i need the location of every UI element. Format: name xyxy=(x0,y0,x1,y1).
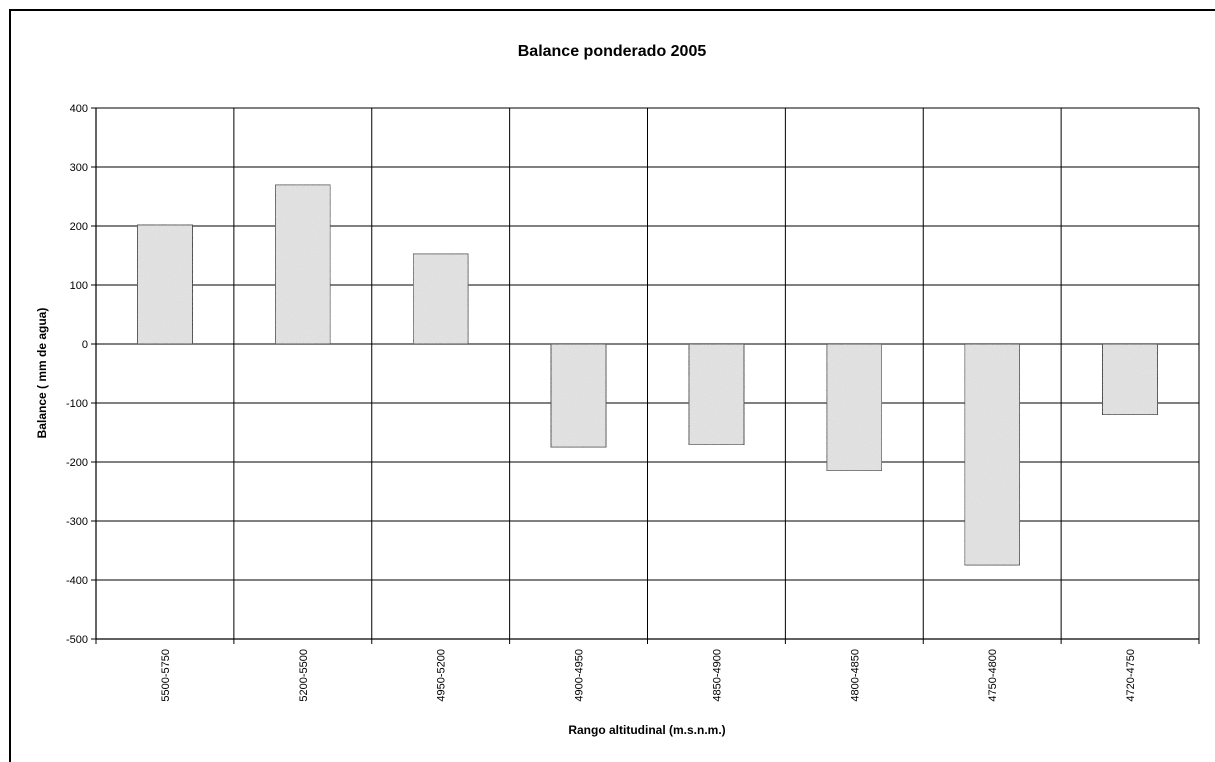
y-tick-label: 100 xyxy=(70,280,88,292)
x-tick-labels: 5500-5750 5200-5500 4950-5200 4900-4950 4850… xyxy=(160,649,1137,702)
x-axis-title: Rango altitudinal (m.s.n.m.) xyxy=(568,723,725,737)
y-tick-label: -400 xyxy=(66,575,88,587)
bar-4720-4750 xyxy=(1101,343,1159,416)
chart-frame xyxy=(9,9,1215,762)
y-tick-label: 300 xyxy=(70,162,88,174)
bars xyxy=(136,184,1159,566)
bar-4950-5200 xyxy=(412,253,469,345)
x-tick-label: 4750-4800 xyxy=(987,649,999,702)
y-tick-labels: 400 300 200 100 0 -100 -200 -300 -400 -500 xyxy=(66,103,88,646)
y-tick-label: 400 xyxy=(70,103,88,115)
bar-5200-5500 xyxy=(274,184,331,345)
bar-4850-4900 xyxy=(688,343,745,446)
x-tick-label: 5500-5750 xyxy=(160,649,172,702)
x-tick-label: 4950-5200 xyxy=(436,649,448,702)
chart-title: Balance ponderado 2005 xyxy=(518,43,707,60)
bar-4900-4950 xyxy=(550,343,607,448)
x-tick-label: 5200-5500 xyxy=(298,649,310,702)
x-tick-label: 4720-4750 xyxy=(1125,649,1137,702)
x-tick-label: 4900-4950 xyxy=(574,649,586,702)
x-tick-label: 4850-4900 xyxy=(711,649,723,702)
y-tick-label: 200 xyxy=(70,221,88,233)
bar-4800-4850 xyxy=(826,343,883,472)
axes xyxy=(91,107,1200,644)
y-axis-title: Balance ( mm de agua) xyxy=(35,308,49,439)
y-tick-label: -100 xyxy=(66,398,88,410)
y-tick-label: -200 xyxy=(66,457,88,469)
y-tick-label: -300 xyxy=(66,516,88,528)
bar-5500-5750 xyxy=(136,224,194,345)
y-tick-label: 0 xyxy=(82,339,88,351)
x-tick-label: 4800-4850 xyxy=(849,649,861,702)
grid xyxy=(96,107,1200,640)
bar-4750-4800 xyxy=(964,343,1021,566)
y-tick-label: -500 xyxy=(66,634,88,646)
